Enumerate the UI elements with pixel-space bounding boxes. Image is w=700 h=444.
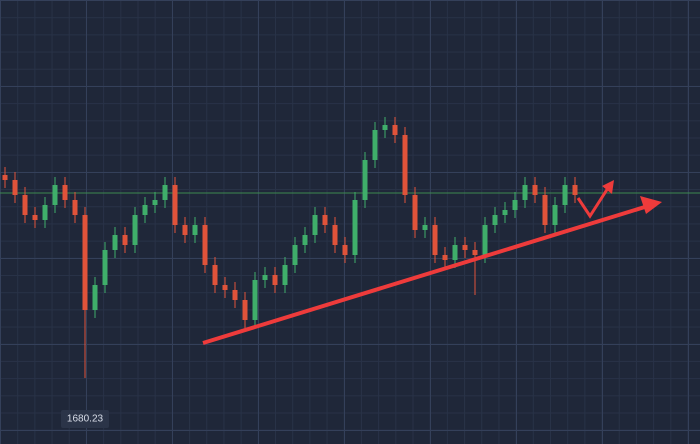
candle-body: [312, 215, 318, 235]
candle-body: [342, 245, 348, 255]
candle-body: [242, 300, 248, 320]
candle-body: [412, 195, 418, 230]
low-label: 1680.23: [67, 414, 104, 425]
candle-body: [362, 160, 368, 200]
candle-body: [172, 185, 178, 225]
candle-body: [142, 205, 148, 215]
candle-body: [472, 250, 478, 255]
candle-body: [42, 205, 48, 220]
candle-body: [432, 225, 438, 255]
candle-body: [182, 225, 188, 235]
candle-body: [292, 245, 298, 265]
candle-body: [262, 275, 268, 280]
candle-body: [332, 225, 338, 245]
candle-body: [502, 210, 508, 215]
candle-body: [452, 245, 458, 260]
candle-body: [552, 205, 558, 225]
candle-body: [122, 235, 128, 245]
candle-body: [232, 290, 238, 300]
arrow-head: [602, 180, 614, 194]
path-arrow: [576, 187, 610, 219]
candle-body: [212, 265, 218, 285]
low-label-box: [61, 410, 109, 428]
candle-body: [442, 255, 448, 260]
candle-body: [382, 125, 388, 130]
candle-body: [112, 235, 118, 250]
candle-body: [102, 250, 108, 285]
candle-body: [82, 215, 88, 310]
candle-body: [352, 200, 358, 255]
trend-line: [202, 204, 649, 345]
candle-body: [422, 225, 428, 230]
candle-body: [572, 185, 578, 195]
candle-body: [252, 280, 258, 320]
candle-body: [282, 265, 288, 285]
candle-body: [222, 285, 228, 290]
candle-body: [22, 195, 28, 215]
candle-body: [132, 215, 138, 245]
candle-body: [462, 245, 468, 250]
candle-body: [302, 235, 308, 245]
candle-body: [92, 285, 98, 310]
annotation-arrows: [202, 180, 662, 345]
candle-body: [492, 215, 498, 225]
candle-body: [402, 135, 408, 195]
candle-body: [52, 185, 58, 205]
candle-body: [62, 185, 68, 200]
candle-body: [512, 200, 518, 210]
candle-body: [392, 125, 398, 135]
candle-body: [272, 275, 278, 285]
candle-body: [192, 225, 198, 235]
candle-body: [202, 225, 208, 265]
candle-body: [482, 225, 488, 255]
arrow-head: [640, 196, 662, 214]
candle-body: [562, 185, 568, 205]
candle-body: [542, 195, 548, 225]
candle-body: [72, 200, 78, 215]
candle-body: [522, 185, 528, 200]
candle-body: [32, 215, 38, 220]
candle-body: [12, 180, 18, 195]
candle-body: [532, 185, 538, 195]
candle-body: [152, 200, 158, 205]
candle-body: [2, 175, 8, 180]
candle-body: [322, 215, 328, 225]
candle-body: [162, 185, 168, 200]
candle-body: [372, 130, 378, 160]
